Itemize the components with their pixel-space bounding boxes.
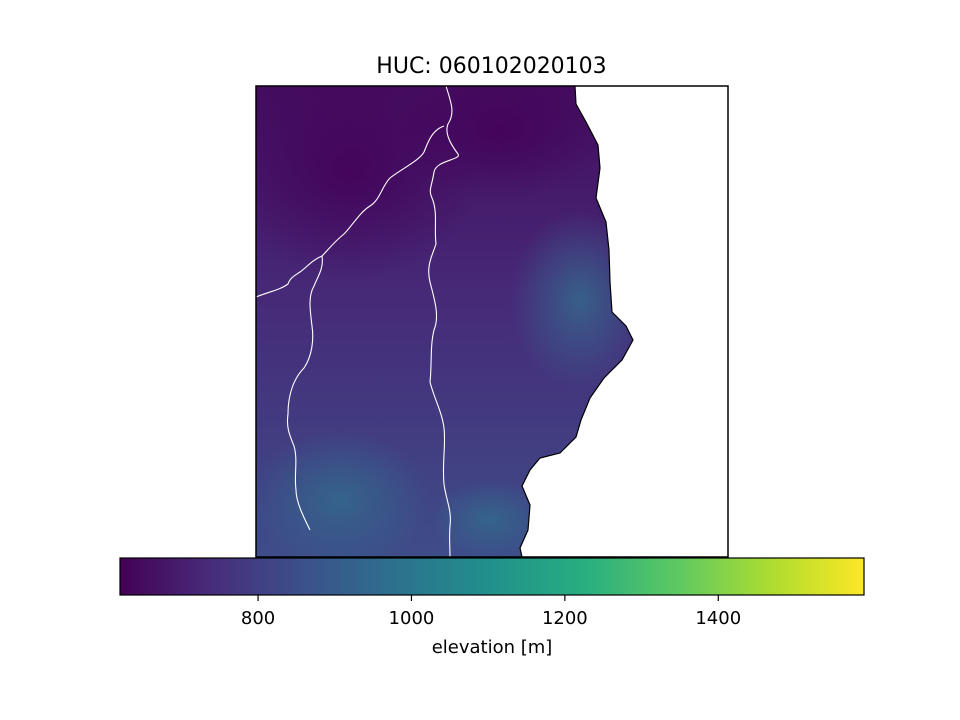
colorbar-tick-label: 1200 bbox=[542, 608, 588, 629]
colorbar-label: elevation [m] bbox=[432, 637, 553, 658]
colorbar-tick-label: 1000 bbox=[389, 608, 435, 629]
colorbar: 800 1000 1200 1400 elevation [m] bbox=[119, 557, 865, 658]
colorbar-tick-label: 1400 bbox=[695, 608, 741, 629]
elevation-raster bbox=[256, 86, 633, 557]
stream-tributary-west bbox=[255, 125, 445, 298]
stream-main-center bbox=[428, 85, 459, 558]
stream-network bbox=[255, 85, 459, 558]
map-frame bbox=[255, 85, 729, 558]
colorbar-gradient bbox=[119, 557, 865, 596]
map-title: HUC: 060102020103 bbox=[376, 54, 606, 79]
watershed-boundary bbox=[519, 85, 634, 558]
stream-tributary-southwest bbox=[286, 255, 323, 531]
colorbar-tick-label: 800 bbox=[241, 608, 275, 629]
colorbar-ticks: 800 1000 1200 1400 bbox=[241, 595, 741, 629]
